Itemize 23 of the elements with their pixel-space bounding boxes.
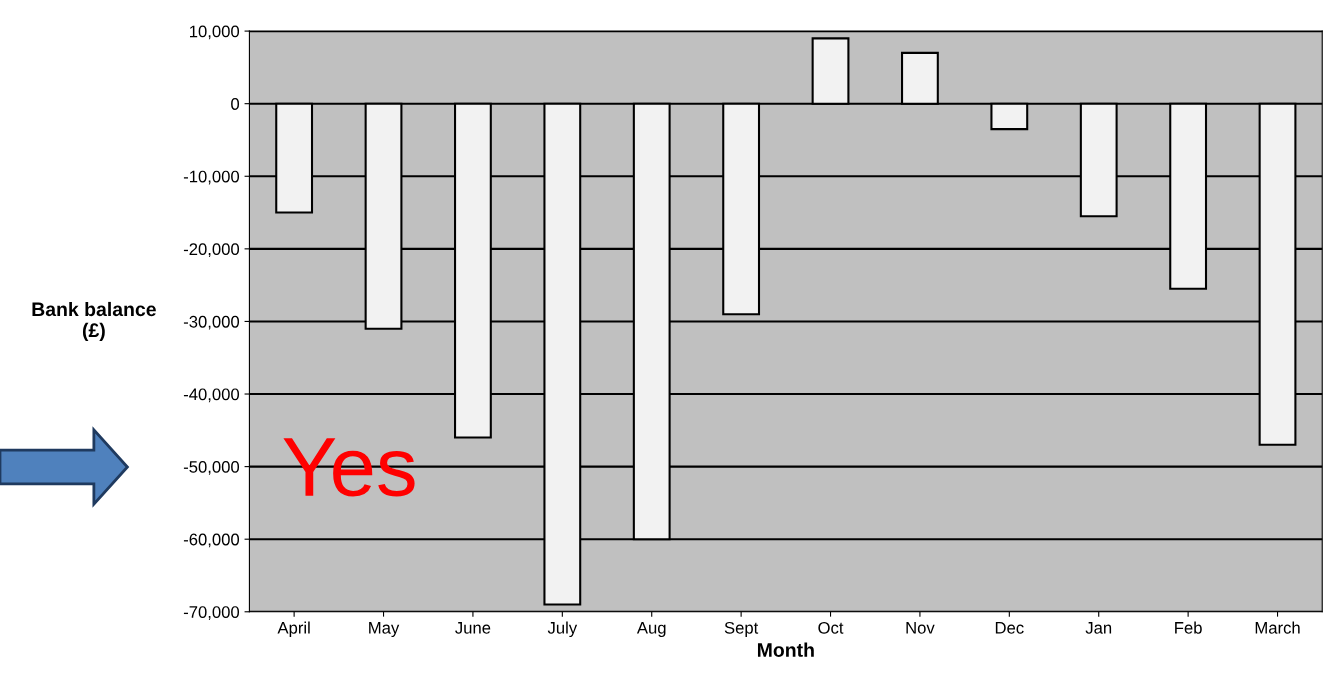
y-tick-label: -10,000 [183, 170, 240, 185]
y-tick-label: -20,000 [183, 243, 240, 258]
y-tick-label: 0 [231, 98, 240, 110]
x-tick-label: July [547, 621, 578, 638]
x-tick-label: Nov [906, 622, 935, 634]
x-tick-label: May [369, 622, 400, 638]
x-tick-label: April [277, 621, 310, 638]
y-tick-label: -60,000 [183, 533, 240, 548]
y-tick-label: 10,000 [190, 25, 240, 40]
x-tick-label: Dec [995, 622, 1024, 634]
x-tick-label: Jan [1085, 622, 1112, 634]
y-tick-label: -30,000 [183, 315, 240, 330]
x-tick-label: Feb [1175, 621, 1202, 634]
y-tick-label: -70,000 [183, 606, 240, 620]
x-tick-label: June [455, 622, 491, 634]
x-tick-label: March [1255, 621, 1300, 634]
y-tick-label: -40,000 [183, 388, 240, 403]
x-axis-title: Month [757, 642, 814, 657]
y-axis-title: Bank balance (£) [32, 301, 156, 341]
x-tick-label: Aug [636, 622, 666, 638]
x-tick-label: Sept [724, 621, 759, 638]
y-tick-label: -50,000 [183, 461, 240, 475]
x-tick-label: Oct [818, 621, 844, 634]
